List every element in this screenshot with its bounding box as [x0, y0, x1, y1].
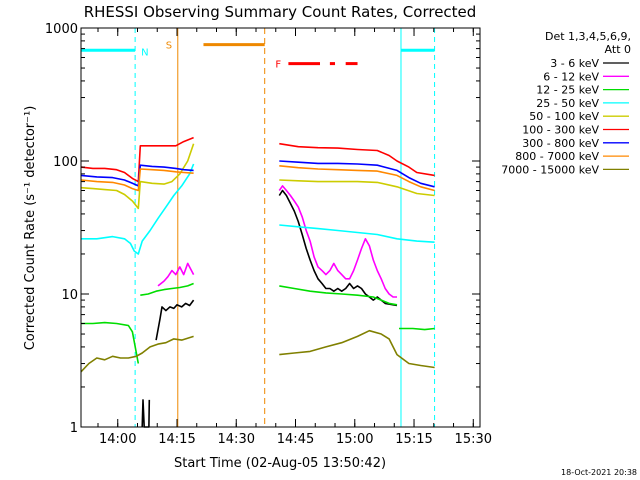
series-3	[81, 163, 435, 255]
y-tick-label: 1000	[45, 22, 78, 37]
legend-label: 300 - 800 keV	[522, 137, 599, 150]
series-line	[279, 179, 435, 197]
series-line	[278, 185, 397, 298]
series-8	[80, 329, 435, 373]
legend-label: 800 - 7000 keV	[515, 150, 599, 163]
x-tick-label: 15:15	[395, 432, 432, 447]
series-line	[141, 399, 151, 428]
flare-label: F	[275, 60, 281, 71]
legend-label: 7000 - 15000 keV	[501, 163, 599, 176]
night-label: N	[141, 47, 148, 58]
series-0	[141, 189, 398, 428]
y-tick-label: 100	[53, 155, 78, 170]
legend-label: 3 - 6 keV	[550, 57, 599, 70]
y-axis-label: Corrected Count Rate (s⁻¹ detector⁻¹)	[23, 106, 38, 351]
series-line	[80, 168, 194, 192]
series-line	[279, 224, 435, 243]
series-line	[81, 163, 195, 255]
series-line	[80, 143, 195, 210]
series-4	[80, 143, 435, 210]
x-tick-label: 14:00	[99, 432, 136, 447]
y-tick-label: 1	[70, 421, 78, 436]
series-1	[157, 185, 397, 298]
legend-label: 12 - 25 keV	[536, 84, 599, 97]
series-line	[80, 335, 194, 373]
legend-label: 50 - 100 keV	[529, 110, 599, 123]
x-tick-label: 14:15	[158, 432, 195, 447]
chart-title: RHESSI Observing Summary Count Rates, Co…	[84, 3, 477, 21]
footer-timestamp: 18-Oct-2021 20:38	[561, 468, 637, 477]
legend-header-line: Att 0	[605, 43, 631, 56]
saa-label: S	[166, 41, 172, 52]
legend-header-line: Det 1,3,4,5,6,9,	[545, 30, 631, 43]
x-tick-label: 15:00	[336, 432, 373, 447]
plot-frame	[80, 27, 481, 428]
series-7	[80, 165, 435, 192]
series-line	[279, 165, 435, 192]
series-line	[278, 189, 398, 307]
legend-label: 100 - 300 keV	[522, 124, 599, 137]
x-axis-label: Start Time (02-Aug-05 13:50:42)	[174, 456, 386, 471]
series-line	[155, 299, 195, 341]
x-tick-label: 14:45	[277, 432, 314, 447]
series-5	[80, 136, 435, 183]
x-tick-label: 14:30	[218, 432, 255, 447]
legend-label: 6 - 12 keV	[543, 70, 599, 83]
series-2	[81, 282, 435, 364]
x-tick-label: 15:30	[455, 432, 492, 447]
series-line	[80, 136, 194, 183]
series-line	[279, 142, 435, 177]
series-line	[81, 321, 140, 364]
series-line	[279, 285, 398, 306]
legend-label: 25 - 50 keV	[536, 97, 599, 110]
series-line	[157, 262, 195, 287]
series-line	[279, 160, 435, 188]
series-line	[140, 282, 194, 296]
series-line	[279, 329, 435, 369]
y-tick-label: 10	[61, 288, 78, 303]
series-line	[399, 327, 435, 331]
